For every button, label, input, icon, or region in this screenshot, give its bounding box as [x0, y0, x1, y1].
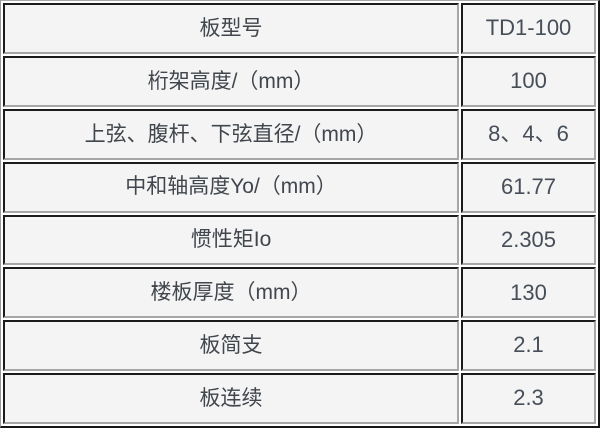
- spec-value-cell: 100: [461, 55, 596, 107]
- spec-label-cell: 板连续: [3, 373, 459, 424]
- spec-label-cell: 惯性矩Io: [3, 214, 459, 266]
- table-row: 惯性矩Io 2.305: [3, 214, 596, 266]
- spec-value-cell: 8、4、6: [461, 108, 596, 160]
- spec-label-cell: 桁架高度/（mm）: [3, 55, 459, 107]
- table-row: 桁架高度/（mm） 100: [3, 55, 596, 107]
- spec-value-cell: TD1-100: [461, 3, 596, 54]
- table-row: 楼板厚度（mm） 130: [3, 267, 596, 319]
- spec-table-body: 板型号 TD1-100 桁架高度/（mm） 100 上弦、腹杆、下弦直径/（mm…: [3, 3, 596, 424]
- table-row: 上弦、腹杆、下弦直径/（mm） 8、4、6: [3, 108, 596, 160]
- table-row: 板简支 2.1: [3, 320, 596, 372]
- spec-value-cell: 2.3: [461, 373, 596, 424]
- spec-label-cell: 楼板厚度（mm）: [3, 267, 459, 319]
- spec-label-cell: 板简支: [3, 320, 459, 372]
- spec-value-cell: 2.305: [461, 214, 596, 266]
- spec-label-cell: 板型号: [3, 3, 459, 54]
- table-row: 板连续 2.3: [3, 373, 596, 424]
- spec-value-cell: 2.1: [461, 320, 596, 372]
- spec-value-cell: 130: [461, 267, 596, 319]
- spec-value-cell: 61.77: [461, 161, 596, 213]
- spec-label-cell: 中和轴高度Yo/（mm）: [3, 161, 459, 213]
- spec-label-cell: 上弦、腹杆、下弦直径/（mm）: [3, 108, 459, 160]
- table-row: 中和轴高度Yo/（mm） 61.77: [3, 161, 596, 213]
- table-row: 板型号 TD1-100: [3, 3, 596, 54]
